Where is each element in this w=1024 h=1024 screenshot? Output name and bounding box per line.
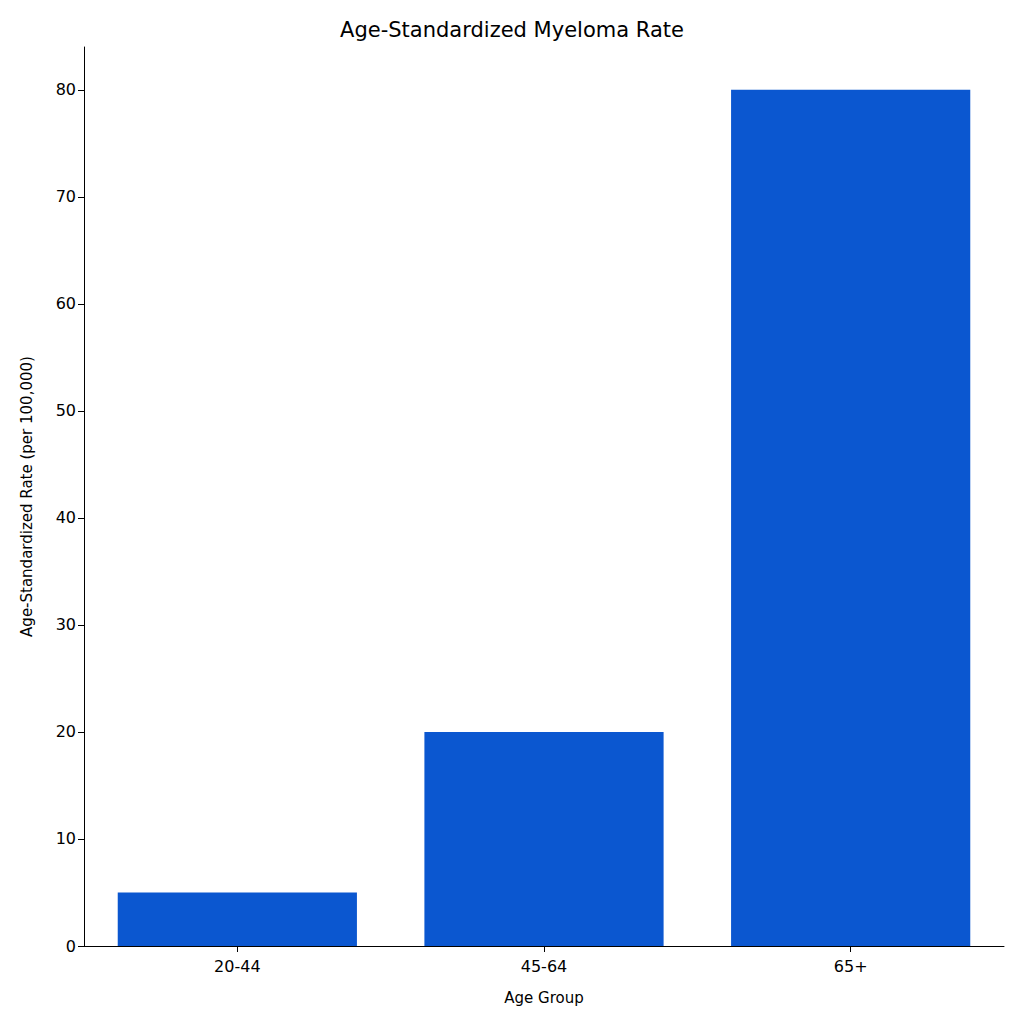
svg-text:45-64: 45-64	[521, 957, 568, 976]
svg-text:30: 30	[56, 615, 76, 634]
svg-text:Age-Standardized Myeloma Rate: Age-Standardized Myeloma Rate	[340, 18, 684, 42]
svg-text:Age-Standardized Rate (per 100: Age-Standardized Rate (per 100,000)	[18, 356, 36, 637]
svg-text:50: 50	[56, 401, 76, 420]
svg-text:70: 70	[56, 187, 76, 206]
svg-text:65+: 65+	[834, 957, 868, 976]
svg-text:20-44: 20-44	[214, 957, 261, 976]
svg-text:Age Group: Age Group	[504, 989, 583, 1007]
svg-text:20: 20	[56, 722, 76, 741]
svg-text:60: 60	[56, 294, 76, 313]
svg-text:80: 80	[56, 80, 76, 99]
svg-text:10: 10	[56, 829, 76, 848]
svg-text:0: 0	[66, 937, 76, 956]
svg-text:40: 40	[56, 508, 76, 527]
